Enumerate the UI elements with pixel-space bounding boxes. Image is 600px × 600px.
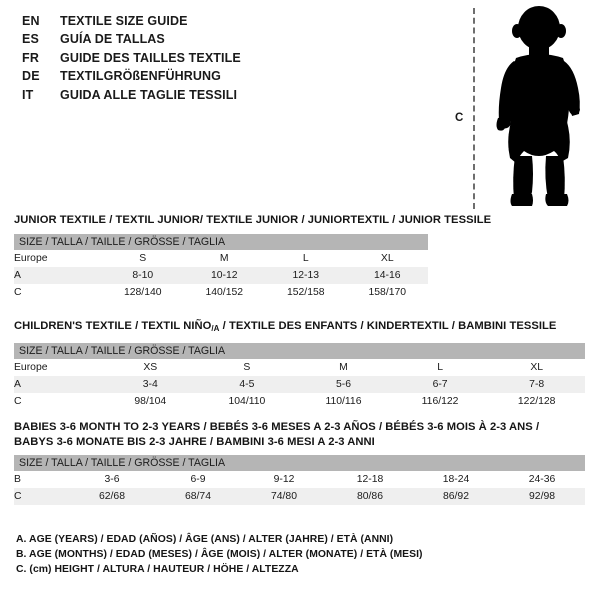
- table-cell: 80/86: [327, 488, 413, 506]
- band-label-babies: SIZE / TALLA / TAILLE / GRÖSSE / TAGLIA: [14, 455, 586, 472]
- language-row: FR GUIDE DES TAILLES TEXTILE: [22, 51, 422, 69]
- table-cell: 116/122: [391, 392, 489, 410]
- guide-title-es: GUÍA DE TALLAS: [60, 32, 165, 47]
- row-label: Europe: [14, 249, 102, 267]
- table-row: B 3-6 6-9 9-12 12-18 18-24 24-36: [14, 471, 586, 489]
- table-cell: L: [265, 249, 347, 267]
- table-cell: L: [391, 358, 489, 376]
- table-cell: 6-9: [155, 471, 241, 489]
- table-cell: S: [102, 249, 184, 267]
- table-cell: 122/128: [488, 392, 586, 410]
- row-label: B: [14, 471, 69, 489]
- toddler-silhouette-icon: [496, 6, 580, 206]
- section-title-junior: JUNIOR TEXTILE / TEXTIL JUNIOR/ TEXTILE …: [14, 214, 492, 226]
- language-title-block: EN TEXTILE SIZE GUIDE ES GUÍA DE TALLAS …: [22, 14, 422, 106]
- section-junior-textile: JUNIOR TEXTILE / TEXTIL JUNIOR/ TEXTILE …: [14, 213, 491, 301]
- language-code-fr: FR: [22, 50, 40, 65]
- table-cell: 9-12: [241, 471, 327, 489]
- language-code-it: IT: [22, 87, 34, 102]
- legend-block: A. AGE (YEARS) / EDAD (AÑOS) / ÂGE (ANS)…: [16, 532, 423, 578]
- table-row: C 62/68 68/74 74/80 80/86 86/92 92/98: [14, 488, 586, 506]
- table-cell: 7-8: [488, 375, 586, 393]
- row-label: C: [14, 392, 102, 410]
- table-children-sizes: SIZE / TALLA / TAILLE / GRÖSSE / TAGLIA …: [14, 342, 586, 410]
- row-label: A: [14, 266, 102, 284]
- table-cell: 98/104: [102, 392, 199, 410]
- section-title-babies-line2: BABYS 3-6 MONATE BIS 2-3 JAHRE / BAMBINI…: [14, 435, 375, 448]
- table-cell: 92/98: [499, 488, 586, 506]
- table-cell: 12-13: [265, 266, 347, 284]
- table-cell: 86/92: [413, 488, 499, 506]
- table-band-row: SIZE / TALLA / TAILLE / GRÖSSE / TAGLIA: [14, 233, 429, 250]
- table-cell: 62/68: [69, 488, 155, 506]
- table-cell: S: [198, 358, 296, 376]
- section-title-babies-line1: BABIES 3-6 MONTH TO 2-3 YEARS / BEBÉS 3-…: [14, 421, 540, 433]
- table-cell: 158/170: [346, 283, 429, 301]
- table-cell: 110/116: [295, 392, 392, 410]
- language-code-es: ES: [22, 32, 40, 47]
- table-cell: XS: [102, 358, 199, 376]
- table-cell: 74/80: [241, 488, 327, 506]
- language-row: ES GUÍA DE TALLAS: [22, 32, 422, 50]
- table-row: A 8-10 10-12 12-13 14-16: [14, 266, 429, 284]
- table-cell: XL: [488, 358, 586, 376]
- guide-title-en: TEXTILE SIZE GUIDE: [60, 14, 188, 28]
- table-cell: 12-18: [327, 471, 413, 489]
- section-title-children: CHILDREN'S TEXTILE / TEXTIL NIÑO/A / TEX…: [14, 319, 585, 337]
- table-row: Europe XS S M L XL: [14, 358, 586, 376]
- table-row: Europe S M L XL: [14, 249, 429, 267]
- table-cell: 128/140: [102, 283, 184, 301]
- table-cell: 4-5: [198, 375, 296, 393]
- row-label: A: [14, 375, 102, 393]
- section-title-children-part1: CHILDREN'S TEXTILE / TEXTIL NIÑO: [14, 320, 212, 332]
- table-cell: M: [183, 249, 265, 267]
- section-childrens-textile: CHILDREN'S TEXTILE / TEXTIL NIÑO/A / TEX…: [14, 319, 586, 410]
- table-cell: 14-16: [346, 266, 429, 284]
- section-title-children-part2: / TEXTILE DES ENFANTS / KINDERTEXTIL / B…: [219, 320, 557, 332]
- table-cell: M: [295, 358, 392, 376]
- height-dashed-line: [473, 8, 475, 209]
- table-cell: 104/110: [198, 392, 296, 410]
- language-row: EN TEXTILE SIZE GUIDE: [22, 14, 422, 32]
- language-code-en: EN: [22, 14, 40, 28]
- table-cell: 152/158: [265, 283, 347, 301]
- table-band-row: SIZE / TALLA / TAILLE / GRÖSSE / TAGLIA: [14, 342, 586, 359]
- legend-line-c: C. (cm) HEIGHT / ALTURA / HAUTEUR / HÖHE…: [16, 564, 299, 576]
- row-label: C: [14, 283, 102, 301]
- legend-line-a: A. AGE (YEARS) / EDAD (AÑOS) / ÂGE (ANS)…: [16, 534, 394, 545]
- table-row: C 128/140 140/152 152/158 158/170: [14, 283, 429, 301]
- guide-title-fr: GUIDE DES TAILLES TEXTILE: [60, 50, 241, 65]
- row-label: Europe: [14, 358, 102, 376]
- table-cell: 5-6: [295, 375, 392, 393]
- table-cell: 3-6: [69, 471, 155, 489]
- table-junior-sizes: SIZE / TALLA / TAILLE / GRÖSSE / TAGLIA …: [14, 233, 429, 301]
- band-label-children: SIZE / TALLA / TAILLE / GRÖSSE / TAGLIA: [14, 342, 586, 359]
- table-cell: 24-36: [499, 471, 586, 489]
- table-row: A 3-4 4-5 5-6 6-7 7-8: [14, 375, 586, 393]
- height-measurement-figure: C: [448, 6, 594, 211]
- section-title-children-subscript: /A: [211, 324, 220, 333]
- table-babies-sizes: SIZE / TALLA / TAILLE / GRÖSSE / TAGLIA …: [14, 455, 586, 506]
- row-label: C: [14, 488, 69, 506]
- height-marker-label: C: [455, 112, 464, 124]
- section-babies-textile: BABIES 3-6 MONTH TO 2-3 YEARS / BEBÉS 3-…: [14, 420, 586, 506]
- table-band-row: SIZE / TALLA / TAILLE / GRÖSSE / TAGLIA: [14, 455, 586, 472]
- guide-title-it: GUIDA ALLE TAGLIE TESSILI: [60, 87, 238, 102]
- table-cell: XL: [346, 249, 429, 267]
- table-row: C 98/104 104/110 110/116 116/122 122/128: [14, 392, 586, 410]
- table-cell: 6-7: [391, 375, 489, 393]
- table-cell: 8-10: [102, 266, 184, 284]
- language-row: IT GUIDA ALLE TAGLIE TESSILI: [22, 88, 422, 106]
- table-cell: 18-24: [413, 471, 499, 489]
- language-code-de: DE: [22, 69, 40, 84]
- table-cell: 140/152: [183, 283, 265, 301]
- table-cell: 3-4: [102, 375, 199, 393]
- legend-line-b: B. AGE (MONTHS) / EDAD (MESES) / ÂGE (MO…: [16, 549, 423, 561]
- table-cell: 68/74: [155, 488, 241, 506]
- language-row: DE TEXTILGRÖßENFÜHRUNG: [22, 69, 422, 87]
- table-cell: 10-12: [183, 266, 265, 284]
- band-label-junior: SIZE / TALLA / TAILLE / GRÖSSE / TAGLIA: [14, 233, 429, 250]
- guide-title-de: TEXTILGRÖßENFÜHRUNG: [60, 69, 221, 84]
